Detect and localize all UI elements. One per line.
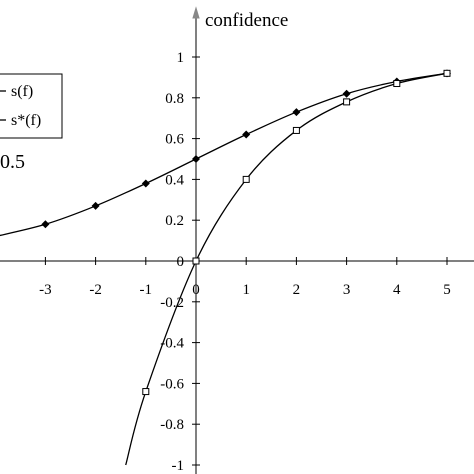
y-tick-label: -1 (172, 458, 185, 474)
legend: s(f) s*(f) (0, 73, 63, 139)
s-data-point (91, 201, 100, 210)
x-tick-label: 2 (293, 282, 301, 298)
legend-label-s-star: s*(f) (11, 112, 41, 129)
s-star-data-point (242, 175, 250, 183)
s-star-data-point (292, 126, 300, 134)
series-s-line (0, 72, 448, 237)
x-tick-label: 3 (343, 282, 351, 298)
series-s-star-line (125, 72, 448, 466)
chart-annotation: 0.5 (0, 151, 25, 173)
s-star-data-point (343, 98, 351, 106)
s-star-data-point (192, 257, 200, 265)
y-tick-label: 0.6 (165, 132, 184, 148)
legend-label-s: s(f) (11, 83, 33, 100)
y-tick-label: -0.4 (160, 336, 184, 352)
x-tick-label: -3 (39, 282, 52, 298)
axes-layer: 1 0.8 0.6 0.4 0.2 0 -0.2 -0.4 -0.6 -0.8 -1 4 -3 -2 -1 0… (0, 6, 474, 474)
s-star-data-point (393, 80, 401, 88)
s-star-data-point (443, 69, 451, 77)
y-tick-label: 0.2 (165, 213, 184, 229)
s-data-point (242, 130, 251, 139)
legend-frame (0, 73, 63, 139)
y-tick-label: -0.8 (160, 417, 184, 433)
s-data-point (342, 89, 351, 98)
y-tick-label: 0 (177, 254, 185, 270)
x-tick-label: 5 (443, 282, 451, 298)
series-layer (0, 69, 451, 466)
s-data-point (141, 179, 150, 188)
y-tick-label: -0.6 (160, 376, 184, 392)
y-tick-label: 1 (177, 50, 185, 66)
x-tick-label: 1 (242, 282, 250, 298)
s-star-data-point (142, 388, 150, 396)
s-data-point (292, 108, 301, 117)
y-axis-arrow-icon (192, 6, 200, 19)
s-data-point (41, 220, 50, 229)
y-tick-label: 0.8 (165, 91, 184, 107)
x-tick-label: -2 (89, 282, 102, 298)
y-tick-label: 0.4 (165, 172, 184, 188)
x-tick-label: 4 (393, 282, 401, 298)
y-axis-title: confidence (205, 10, 288, 31)
x-tick-label: 0 (192, 282, 200, 298)
s-data-point (192, 155, 200, 163)
y-tick-label: -0.2 (160, 295, 184, 311)
x-tick-label: -1 (140, 282, 153, 298)
